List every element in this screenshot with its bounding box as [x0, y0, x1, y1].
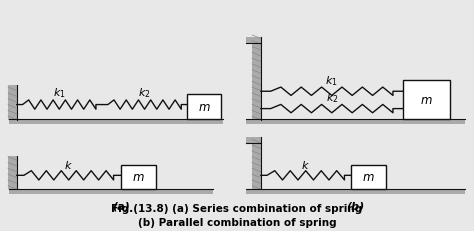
- Bar: [9, 120, 223, 125]
- Text: Fig.(13.8) (a) Series combination of spring
(b) Parallel combination of spring: Fig.(13.8) (a) Series combination of spr…: [111, 203, 363, 227]
- Bar: [246, 189, 465, 194]
- Bar: [9, 189, 213, 194]
- Text: $m$: $m$: [198, 101, 210, 114]
- Text: $k_1$: $k_1$: [53, 86, 65, 99]
- Text: (a): (a): [112, 201, 130, 211]
- Bar: [187, 94, 221, 120]
- Bar: [351, 165, 386, 189]
- Bar: [246, 120, 465, 125]
- Bar: [246, 38, 261, 44]
- Bar: [403, 81, 450, 120]
- Text: $m$: $m$: [362, 170, 375, 184]
- Bar: [8, 156, 17, 189]
- Text: $k_2$: $k_2$: [326, 91, 338, 105]
- Bar: [252, 38, 261, 120]
- Text: $k$: $k$: [301, 158, 310, 170]
- Text: (b): (b): [346, 201, 365, 211]
- Bar: [121, 165, 156, 189]
- Text: $k$: $k$: [64, 158, 73, 170]
- Bar: [252, 137, 261, 189]
- Bar: [246, 137, 261, 143]
- Bar: [8, 85, 17, 120]
- Text: $k_2$: $k_2$: [138, 86, 151, 99]
- Text: $m$: $m$: [420, 94, 433, 107]
- Text: $k_1$: $k_1$: [326, 74, 338, 88]
- Text: $m$: $m$: [132, 170, 145, 184]
